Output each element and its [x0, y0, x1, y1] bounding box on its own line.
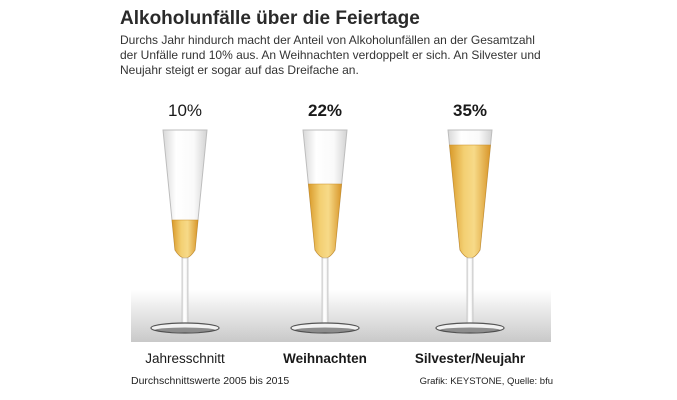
glass-group: 35% Silvester/Neujahr [415, 101, 526, 366]
glass-group: 10% Jahresschnitt [145, 101, 225, 366]
liquid-bar [449, 144, 491, 259]
glass-stem [321, 257, 329, 325]
glass-foot-shadow [155, 327, 215, 333]
glass-foot-shadow [295, 327, 355, 333]
category-label: Silvester/Neujahr [415, 351, 526, 366]
category-label: Jahresschnitt [145, 351, 225, 366]
glass-group: 22% Weihnachten [283, 101, 367, 366]
footnote: Durchschnittswerte 2005 bis 2015 [131, 375, 290, 387]
liquid-bar [308, 183, 342, 259]
value-label: 22% [308, 101, 342, 120]
value-label: 35% [453, 101, 487, 120]
glass-stem [181, 257, 189, 325]
liquid-bar [171, 219, 199, 259]
floor-shadow [131, 290, 551, 342]
chart-subtitle: Durchs Jahr hindurch macht der Anteil vo… [120, 33, 541, 77]
chart-title: Alkoholunfälle über die Feiertage [120, 8, 420, 29]
category-label: Weihnachten [283, 351, 367, 366]
value-label: 10% [168, 101, 202, 120]
source-credit: Grafik: KEYSTONE, Quelle: bfu [419, 376, 553, 387]
glass-stem [466, 257, 474, 325]
glass-foot-shadow [440, 327, 500, 333]
